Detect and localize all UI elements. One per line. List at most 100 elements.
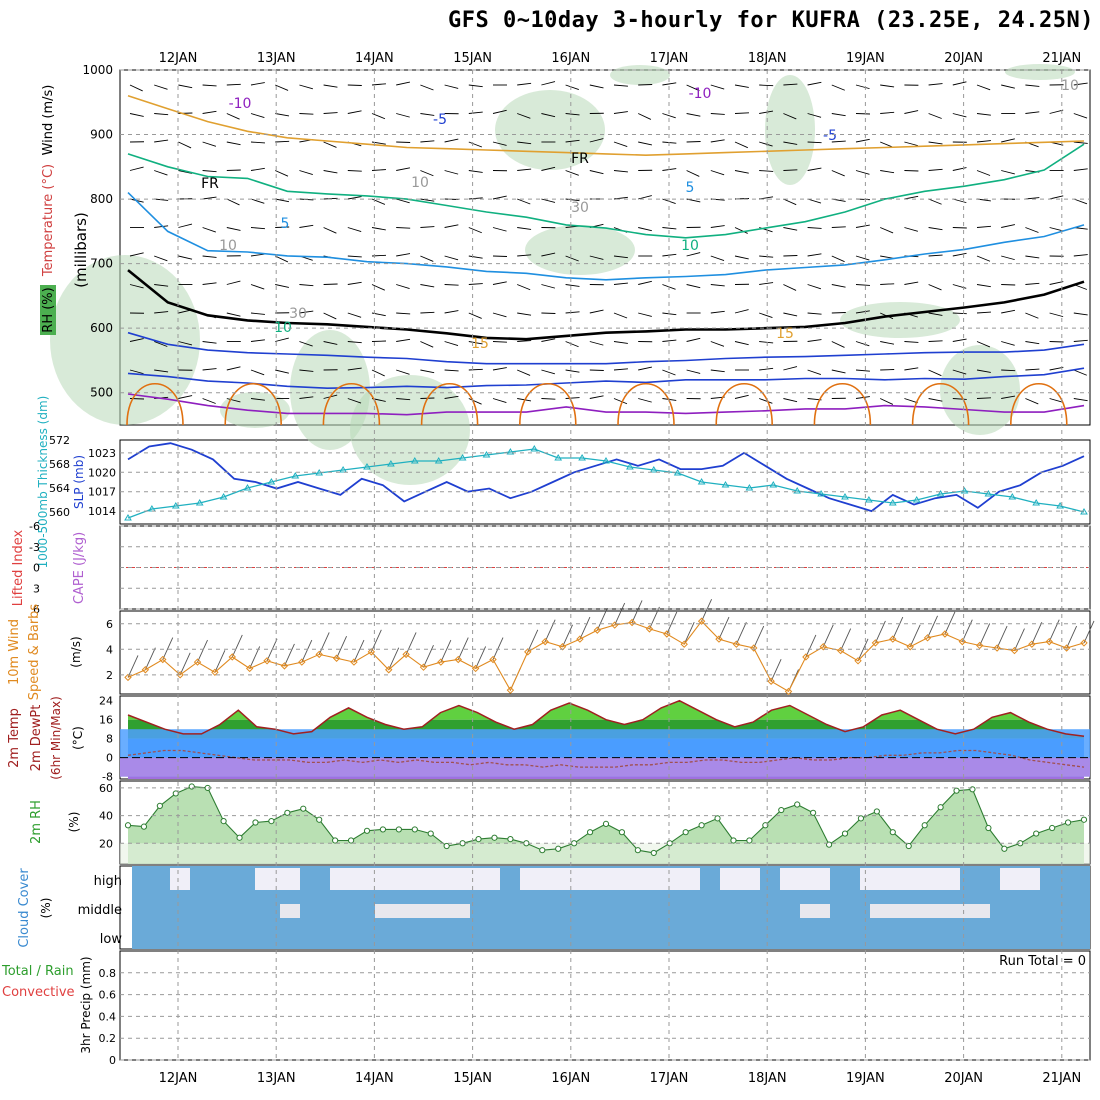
- rh2m-marker: [905, 842, 912, 850]
- wind-barb: [226, 312, 241, 317]
- wind-barb: [734, 84, 749, 88]
- rh2m-marker: [985, 824, 992, 832]
- wind-barb: [444, 284, 459, 286]
- x-tick-label-top: 13JAN: [257, 51, 296, 66]
- wind-barb: [831, 226, 846, 228]
- wind10-barb: [1014, 628, 1025, 651]
- wind-barb: [831, 170, 845, 177]
- cloud-gap-middle: [375, 904, 470, 918]
- thickness-marker: [793, 487, 802, 494]
- x-tick-label-bottom: 14JAN: [355, 1071, 394, 1086]
- isotherm-5: [127, 192, 1085, 281]
- thickness-marker: [626, 463, 634, 470]
- wind-barb: [1073, 141, 1088, 144]
- slp-axis-title: SLP (mb): [72, 455, 86, 509]
- wind-barb: [759, 367, 774, 371]
- thickness-marker: [817, 490, 825, 497]
- wind10-marker: [280, 662, 289, 670]
- wind-barb: [783, 141, 798, 145]
- wind-barb: [880, 141, 894, 148]
- wind-barb: [662, 227, 677, 230]
- precip-tick-label: 0.8: [99, 967, 117, 980]
- wind-barb: [976, 397, 992, 399]
- wind-barb: [444, 255, 459, 261]
- wind10-marker: [1028, 640, 1036, 648]
- wind10-axis-title: 10m Wind: [7, 619, 22, 685]
- wind-barb: [420, 140, 435, 143]
- wind10-marker: [680, 640, 688, 648]
- wind-barb: [1049, 227, 1064, 232]
- contour-label: 5: [281, 216, 290, 232]
- wind-barb: [613, 312, 628, 319]
- wind10-marker: [350, 658, 358, 666]
- x-tick-label-bottom: 18JAN: [748, 1071, 787, 1086]
- wind-barb: [468, 197, 483, 200]
- wind-barb: [154, 311, 169, 314]
- wind-barb: [976, 255, 991, 262]
- thickness-marker: [1032, 499, 1041, 506]
- wind-barb: [759, 312, 773, 318]
- wind-barb: [1001, 341, 1015, 346]
- rh2m-marker: [316, 816, 323, 823]
- wind-barb: [928, 198, 942, 205]
- wind10-barb: [718, 616, 730, 640]
- wind-barb: [638, 227, 652, 232]
- wind-barb: [565, 198, 580, 202]
- wind-barb: [492, 312, 507, 318]
- contour-label: 30: [289, 306, 307, 322]
- slp-tick-label: 1017: [88, 486, 116, 499]
- temp-tick-label: 16: [99, 714, 113, 727]
- li-tick-label: -6: [29, 520, 40, 533]
- subzero-band: [120, 757, 1090, 777]
- thickness-tick-label: 572: [49, 434, 70, 447]
- run-total-annotation: Run Total = 0: [999, 954, 1086, 969]
- wind-barb: [517, 198, 531, 205]
- wind-barb: [420, 113, 435, 116]
- thickness-marker: [291, 472, 300, 479]
- wind-barb: [613, 398, 628, 405]
- rh2m-marker: [220, 818, 227, 825]
- isotherm-loop: [617, 383, 675, 426]
- wind-barb: [1073, 254, 1088, 257]
- wind-barb: [952, 198, 967, 204]
- temp2m-axis-title: 2m Temp: [7, 708, 22, 768]
- thickness-marker: [506, 448, 515, 455]
- wind-barb: [347, 398, 362, 404]
- wind10-barb: [544, 619, 556, 642]
- wind-barb: [638, 280, 652, 285]
- wind-barb: [928, 312, 943, 316]
- wind10-marker: [524, 648, 532, 656]
- wind10-marker: [402, 650, 410, 659]
- wind-barb: [783, 227, 798, 231]
- wind10-barb: [614, 602, 626, 626]
- wind-barb: [275, 255, 289, 263]
- wind-barb: [178, 395, 193, 399]
- precip-tick-label: 0.2: [99, 1032, 117, 1045]
- wind-barb: [371, 113, 386, 120]
- rh2m-marker: [937, 804, 944, 811]
- wind-barb: [565, 84, 579, 90]
- wind-barb: [492, 367, 507, 371]
- li-tick-label: 6: [33, 603, 40, 616]
- wind-barb: [565, 255, 579, 262]
- wind10-barb: [1083, 620, 1095, 644]
- wind-barb: [734, 394, 749, 399]
- wind-barb: [928, 398, 943, 402]
- wind-barb: [420, 84, 434, 91]
- wind-barb: [734, 341, 749, 346]
- wind10-barb: [127, 655, 139, 678]
- wind-barb: [976, 225, 991, 228]
- wind-barb: [420, 198, 435, 202]
- rh2m-marker: [252, 819, 259, 826]
- wind10-marker: [245, 664, 254, 673]
- panel-frame-upper: [119, 69, 1091, 426]
- wind-tick-label: 2: [106, 669, 113, 682]
- thickness-marker: [554, 454, 563, 461]
- wind-barb: [1025, 227, 1039, 233]
- wind-barb: [589, 309, 604, 314]
- wind10-marker: [732, 640, 741, 648]
- wind-barb: [880, 84, 895, 88]
- wind-barb: [178, 255, 193, 260]
- wind10-marker: [367, 648, 376, 656]
- wind-barb: [517, 168, 532, 171]
